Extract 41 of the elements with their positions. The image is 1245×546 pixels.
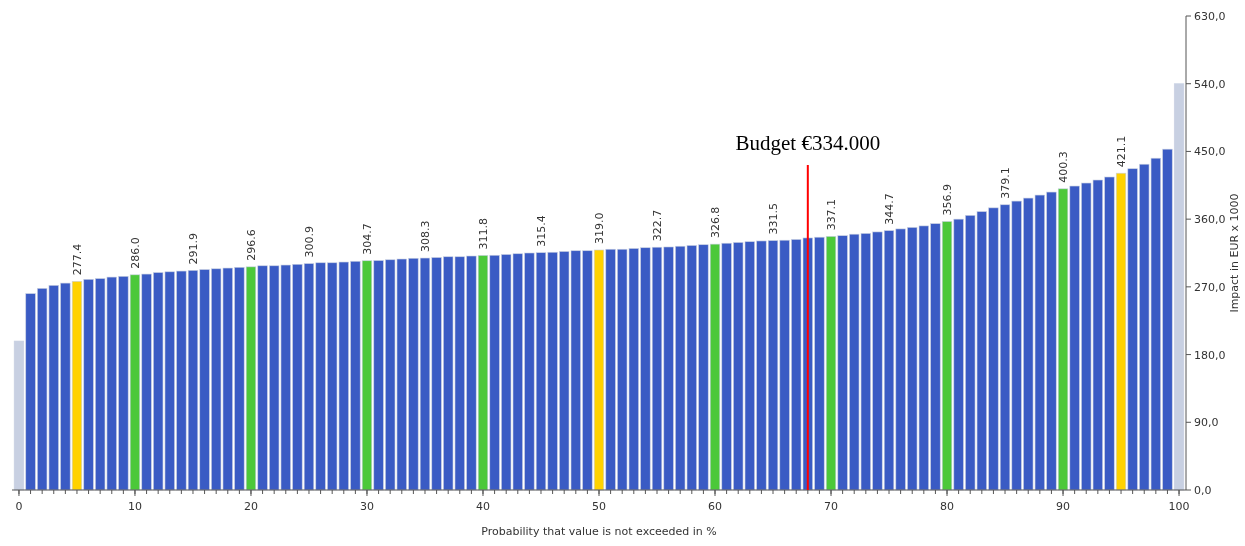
y-axis-title: Impact in EUR x 1000 bbox=[1228, 193, 1241, 313]
x-tick-label: 10 bbox=[127, 500, 142, 513]
x-tick-label: 90 bbox=[1056, 500, 1071, 513]
y-tick-label: 540,0 bbox=[1194, 77, 1226, 91]
x-tick-label: 100 bbox=[1168, 500, 1190, 513]
x-tick-label: 80 bbox=[940, 500, 955, 513]
x-tick-label: 40 bbox=[475, 500, 490, 513]
y-tick-label: 180,0 bbox=[1194, 348, 1226, 362]
y-tick-label: 0,0 bbox=[1194, 484, 1212, 497]
data-label: 308.3 bbox=[418, 220, 432, 253]
data-label: 300.9 bbox=[302, 226, 316, 258]
data-label: 356.9 bbox=[941, 183, 955, 216]
data-label: 326.8 bbox=[709, 206, 723, 239]
y-tick-label: 270,0 bbox=[1194, 280, 1226, 294]
data-label: 344.7 bbox=[883, 193, 897, 225]
data-label: 311.8 bbox=[476, 217, 490, 250]
x-tick-label: 70 bbox=[824, 500, 839, 513]
data-label: 296.6 bbox=[244, 229, 258, 261]
y-tick-label: 630,0 bbox=[1194, 10, 1226, 23]
data-label: 421.1 bbox=[1115, 135, 1129, 168]
data-label: 315.4 bbox=[535, 215, 548, 247]
y-tick-label: 360,0 bbox=[1194, 213, 1226, 227]
x-tick-label: 60 bbox=[708, 500, 723, 513]
x-axis-title: Probability that value is not exceeded in % bbox=[481, 525, 717, 538]
data-label: 304.7 bbox=[360, 223, 374, 255]
data-label: 400.3 bbox=[1057, 151, 1071, 183]
data-label: 291.9 bbox=[186, 232, 200, 265]
x-tick-label: 0 bbox=[15, 500, 23, 513]
x-tick-label: 30 bbox=[359, 500, 374, 513]
data-label: 286.0 bbox=[128, 237, 142, 269]
data-label: 277.4 bbox=[70, 243, 84, 276]
data-label: 322.7 bbox=[651, 209, 664, 242]
data-label: 331.5 bbox=[767, 203, 781, 235]
data-label: 379.1 bbox=[999, 167, 1013, 199]
data-label: 319.0 bbox=[593, 212, 606, 244]
x-tick-label: 20 bbox=[243, 500, 258, 513]
data-label: 337.1 bbox=[825, 198, 839, 231]
ref-line-label: Budget €334.000 bbox=[735, 131, 881, 155]
y-tick-label: 450,0 bbox=[1194, 145, 1226, 159]
x-tick-label: 50 bbox=[592, 500, 606, 513]
y-tick-label: 90,0 bbox=[1194, 416, 1219, 430]
